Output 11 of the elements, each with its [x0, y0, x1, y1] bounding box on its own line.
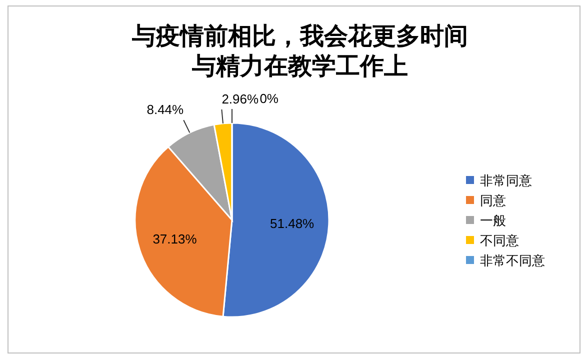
data-label: 8.44%: [146, 102, 184, 118]
legend-label: 非常不同意: [480, 253, 545, 268]
data-label: 51.48%: [270, 216, 315, 231]
legend-label: 非常同意: [480, 173, 532, 188]
legend-label: 一般: [480, 213, 506, 228]
chart-title: 与疫情前相比，我会花更多时间与精力在教学工作上: [131, 23, 468, 80]
legend-label: 同意: [480, 193, 506, 208]
text: 0%: [260, 91, 278, 106]
data-label: 2.96%: [222, 91, 259, 106]
data-label: 37.13%: [152, 231, 198, 246]
legend-label: 不同意: [480, 233, 519, 248]
